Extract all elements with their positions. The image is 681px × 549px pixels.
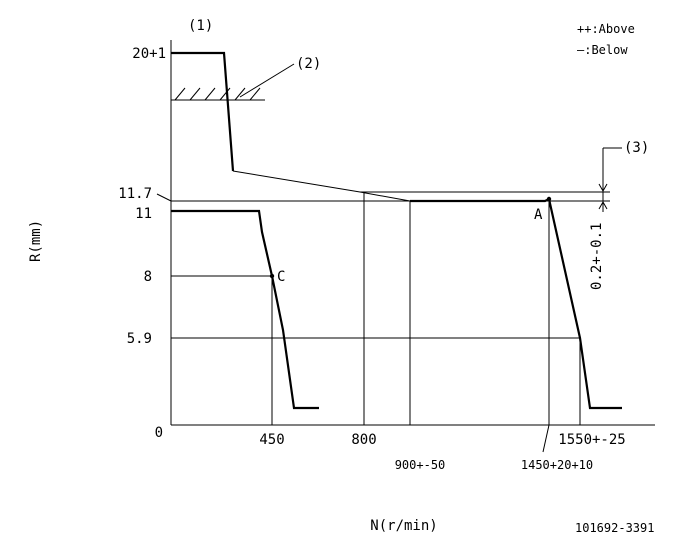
x-tick-label: 900+-50 <box>395 458 446 472</box>
point-label: C <box>277 269 285 285</box>
x-tick-label: 450 <box>259 432 284 448</box>
point-label: A <box>534 207 543 223</box>
hatch <box>174 87 261 101</box>
curve <box>171 51 235 172</box>
legend-below: —:Below <box>577 43 628 57</box>
leader <box>156 193 172 202</box>
leader <box>542 424 550 453</box>
legend-above: ++:Above <box>577 22 635 36</box>
code: 101692-3391 <box>575 521 654 535</box>
arrow <box>598 200 608 210</box>
point <box>546 196 552 202</box>
figure-id: (1) <box>188 18 213 34</box>
y-tick-label: 11 <box>135 206 152 222</box>
point <box>269 273 275 279</box>
y-tick-label: 11.7 <box>118 186 152 202</box>
leader <box>239 63 295 98</box>
note: (3) <box>624 140 649 156</box>
y-tick-label: 20+1 <box>132 46 166 62</box>
y-axis-title: R(mm) <box>28 220 44 262</box>
x-tick-label: 1450+20+10 <box>521 458 593 472</box>
x-tick-label: 1550+-25 <box>558 432 625 448</box>
arrow <box>598 183 608 193</box>
tolerance-label: 0.2+-0.1 <box>589 223 605 290</box>
x-axis-title: N(r/min) <box>370 518 437 534</box>
y-tick-label: 8 <box>144 269 152 285</box>
note: (2) <box>296 56 321 72</box>
y-tick-label: 5.9 <box>127 331 152 347</box>
curve <box>410 197 622 410</box>
curve <box>171 209 319 410</box>
curve <box>232 170 411 202</box>
x-tick-label: 800 <box>351 432 376 448</box>
y-tick-label: 0 <box>155 425 163 441</box>
